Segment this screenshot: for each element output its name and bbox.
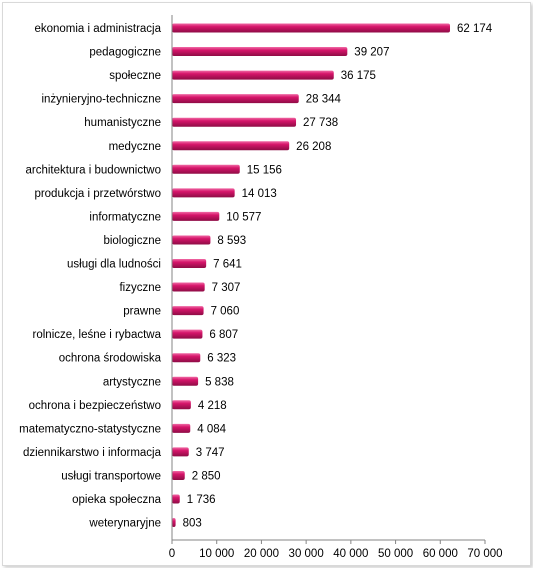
category-label: biologiczne xyxy=(103,235,161,247)
bar xyxy=(172,70,334,80)
category-label: pedagogiczne xyxy=(89,47,161,59)
bar xyxy=(172,23,451,33)
bar xyxy=(172,188,235,198)
category-label: fizyczne xyxy=(119,282,161,294)
category-label: architektura i budownictwo xyxy=(25,164,161,176)
bar xyxy=(172,353,201,363)
category-label: ochrona środowiska xyxy=(59,353,162,365)
bar xyxy=(172,470,185,480)
x-axis: 0 10 000 20 000 30 000 40 000 50 000 60 000 70 … xyxy=(169,15,503,560)
bars-group xyxy=(172,23,451,528)
category-label: ochrona i bezpieczeństwo xyxy=(29,400,161,412)
value-label: 10 577 xyxy=(226,211,261,223)
bar xyxy=(172,329,203,339)
bar xyxy=(172,282,205,292)
category-label: weterynaryjne xyxy=(88,518,161,530)
value-label: 3 747 xyxy=(196,447,225,459)
value-label: 6 807 xyxy=(209,329,238,341)
bar xyxy=(172,423,191,433)
category-label: medyczne xyxy=(109,141,161,153)
x-tick-label: 40 000 xyxy=(333,548,368,560)
value-label: 8 593 xyxy=(217,235,246,247)
bar xyxy=(172,447,189,457)
category-labels-group: ekonomia i administracja pedagogiczne społ… xyxy=(19,23,161,530)
x-tick-label: 20 000 xyxy=(244,548,279,560)
bar xyxy=(172,94,299,104)
category-label: humanistyczne xyxy=(84,117,161,129)
value-label: 4 218 xyxy=(198,400,227,412)
value-label: 7 641 xyxy=(213,259,242,271)
category-label: inżynieryjno-techniczne xyxy=(41,94,161,106)
value-label: 26 208 xyxy=(296,141,331,153)
value-label: 2 850 xyxy=(192,470,221,482)
category-label: produkcja i przetwórstwo xyxy=(34,188,161,200)
bar-chart: ekonomia i administracja pedagogiczne społ… xyxy=(19,15,503,560)
bar xyxy=(172,518,176,528)
bar xyxy=(172,400,191,410)
value-label: 4 084 xyxy=(197,423,226,435)
bar xyxy=(172,164,240,174)
value-label: 6 323 xyxy=(207,353,236,365)
value-label: 5 838 xyxy=(205,376,234,388)
category-label: artystyczne xyxy=(103,376,161,388)
category-label: rolnicze, leśne i rybactwa xyxy=(33,329,162,341)
bar xyxy=(172,259,207,268)
category-label: opieka społeczna xyxy=(72,494,161,506)
value-label: 36 175 xyxy=(341,70,376,82)
bar xyxy=(172,117,297,127)
category-label: ekonomia i administracja xyxy=(34,23,161,35)
value-label: 39 207 xyxy=(354,47,389,59)
x-tick-label: 70 000 xyxy=(467,548,502,560)
category-label: usługi dla ludności xyxy=(67,259,161,271)
bar xyxy=(172,494,180,504)
category-label: prawne xyxy=(123,306,161,318)
category-label: informatyczne xyxy=(89,211,161,223)
x-tick-label: 0 xyxy=(169,548,175,560)
value-labels-group: 62 174 39 207 36 175 28 344 27 738 26 208 15 1… xyxy=(183,23,493,530)
bar xyxy=(172,306,204,316)
category-label: usługi transportowe xyxy=(61,470,161,482)
value-label: 27 738 xyxy=(303,117,338,129)
x-tick-label: 50 000 xyxy=(378,548,413,560)
bar xyxy=(172,376,199,386)
value-label: 7 060 xyxy=(211,306,240,318)
bar xyxy=(172,211,220,221)
x-tick-label: 60 000 xyxy=(423,548,458,560)
bar xyxy=(172,141,290,151)
category-label: społeczne xyxy=(109,70,161,82)
x-tick-label: 30 000 xyxy=(289,548,324,560)
value-label: 803 xyxy=(183,518,202,530)
value-label: 1 736 xyxy=(187,494,216,506)
value-label: 14 013 xyxy=(242,188,277,200)
value-label: 62 174 xyxy=(457,23,493,35)
category-label: dziennikarstwo i informacja xyxy=(23,447,162,459)
bar xyxy=(172,235,211,245)
value-label: 28 344 xyxy=(306,94,342,106)
value-label: 7 307 xyxy=(212,282,241,294)
category-label: matematyczno-statystyczne xyxy=(19,423,161,435)
bar xyxy=(172,47,348,57)
x-tick-label: 10 000 xyxy=(199,548,234,560)
value-label: 15 156 xyxy=(247,164,282,176)
